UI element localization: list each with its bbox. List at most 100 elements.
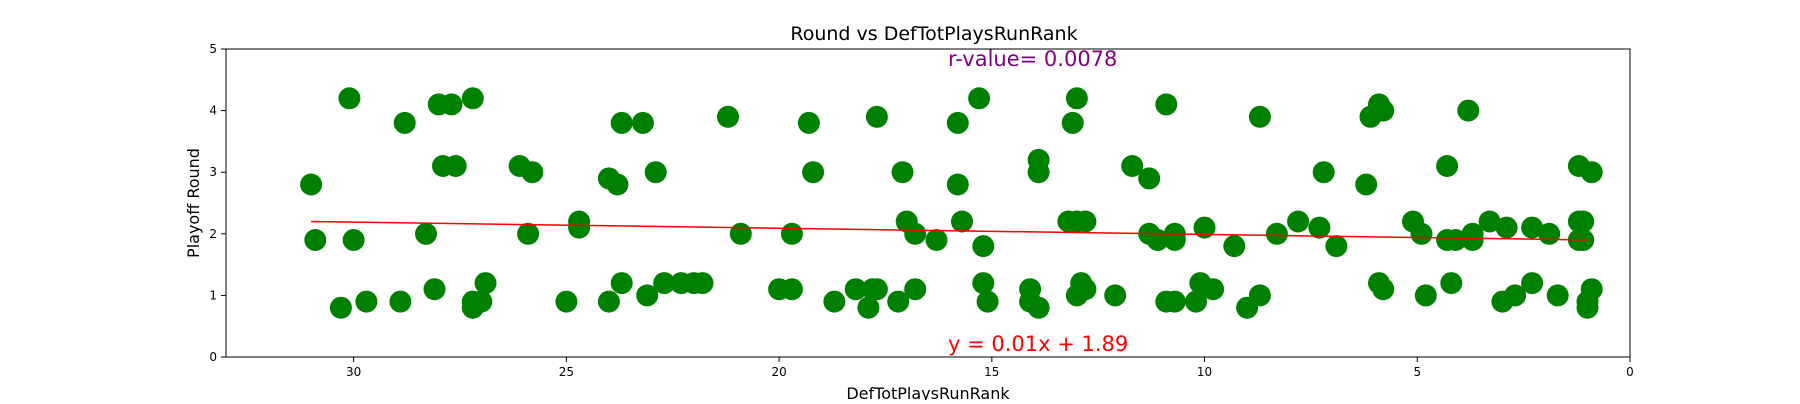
data-point-70 bbox=[1065, 87, 1088, 110]
x-axis-label: DefTotPlaysRunRank bbox=[846, 384, 1010, 400]
x-tick-label: 0 bbox=[1626, 365, 1634, 379]
data-point-127 bbox=[1572, 210, 1595, 233]
data-point-94 bbox=[1265, 222, 1288, 245]
data-point-50 bbox=[887, 290, 910, 313]
data-point-122 bbox=[1546, 284, 1569, 307]
data-point-38 bbox=[729, 222, 752, 245]
data-point-28 bbox=[610, 272, 633, 295]
data-point-130 bbox=[1580, 161, 1603, 184]
data-point-57 bbox=[946, 111, 969, 134]
data-point-60 bbox=[972, 272, 995, 295]
y-tick-label: 5 bbox=[209, 42, 217, 56]
y-tick-label: 4 bbox=[209, 104, 217, 118]
data-point-77 bbox=[1121, 155, 1144, 177]
data-point-43 bbox=[802, 161, 825, 184]
regression-line-layer bbox=[311, 220, 1588, 241]
y-tick-label: 0 bbox=[209, 350, 217, 364]
data-point-46 bbox=[857, 296, 880, 319]
data-point-3 bbox=[338, 87, 361, 110]
chart-title: Round vs DefTotPlaysRunRank bbox=[790, 23, 1077, 45]
data-point-27 bbox=[606, 173, 629, 196]
data-point-95 bbox=[1287, 210, 1310, 233]
data-point-48 bbox=[865, 278, 888, 301]
data-point-45 bbox=[844, 278, 867, 301]
data-point-54 bbox=[904, 278, 927, 301]
x-tick-label: 10 bbox=[1197, 365, 1212, 379]
data-point-120 bbox=[1521, 216, 1544, 239]
x-tick-label: 20 bbox=[771, 365, 786, 379]
data-point-53 bbox=[904, 222, 927, 245]
data-point-114 bbox=[1461, 229, 1484, 251]
data-point-42 bbox=[797, 111, 820, 134]
x-tick-label: 25 bbox=[559, 365, 574, 379]
data-point-93 bbox=[1248, 284, 1271, 307]
data-point-32 bbox=[644, 161, 667, 184]
data-point-41 bbox=[780, 278, 803, 301]
data-point-69 bbox=[1061, 111, 1084, 134]
data-point-49 bbox=[865, 105, 888, 128]
data-point-21 bbox=[521, 161, 544, 184]
data-point-17 bbox=[470, 290, 493, 313]
data-point-66 bbox=[1027, 161, 1050, 184]
data-point-118 bbox=[1504, 284, 1527, 307]
data-point-37 bbox=[717, 105, 739, 128]
regression-equation-annotation: y = 0.01x + 1.89 bbox=[948, 332, 1128, 356]
data-point-8 bbox=[415, 222, 437, 245]
data-point-30 bbox=[631, 111, 654, 134]
data-point-117 bbox=[1495, 216, 1518, 239]
data-point-44 bbox=[823, 290, 846, 313]
data-point-31 bbox=[636, 284, 659, 307]
data-point-104 bbox=[1372, 99, 1395, 122]
data-point-85 bbox=[1163, 290, 1186, 313]
data-point-90 bbox=[1223, 235, 1246, 258]
data-point-107 bbox=[1414, 284, 1437, 307]
data-point-129 bbox=[1576, 296, 1599, 319]
data-point-78 bbox=[1138, 167, 1161, 190]
data-point-74 bbox=[1074, 210, 1097, 233]
plot-area-frame bbox=[225, 48, 1631, 358]
data-point-106 bbox=[1410, 222, 1433, 245]
data-point-36 bbox=[691, 272, 714, 295]
data-point-33 bbox=[653, 272, 676, 295]
data-point-61 bbox=[972, 235, 995, 258]
data-point-13 bbox=[444, 155, 467, 177]
data-point-40 bbox=[780, 222, 803, 245]
y-tick-label: 2 bbox=[209, 227, 217, 241]
data-point-121 bbox=[1538, 222, 1561, 245]
data-point-9 bbox=[423, 278, 446, 301]
data-point-112 bbox=[1457, 99, 1480, 122]
data-point-111 bbox=[1444, 229, 1467, 251]
data-point-103 bbox=[1372, 278, 1395, 301]
data-point-97 bbox=[1312, 161, 1335, 184]
data-point-4 bbox=[342, 229, 365, 251]
data-point-119 bbox=[1521, 272, 1544, 295]
data-point-20 bbox=[517, 222, 540, 245]
data-point-22 bbox=[555, 290, 578, 313]
data-point-56 bbox=[946, 173, 969, 196]
data-point-1 bbox=[304, 229, 327, 251]
data-point-92 bbox=[1248, 105, 1271, 128]
data-point-51 bbox=[891, 161, 914, 184]
data-point-6 bbox=[389, 290, 412, 313]
data-point-76 bbox=[1104, 284, 1127, 307]
regression-line bbox=[311, 220, 1588, 241]
x-tick-label: 30 bbox=[346, 365, 361, 379]
y-tick-label: 3 bbox=[209, 165, 217, 179]
data-point-24 bbox=[568, 216, 591, 239]
x-tick-label: 15 bbox=[984, 365, 999, 379]
data-point-115 bbox=[1478, 210, 1501, 233]
data-point-5 bbox=[355, 290, 378, 313]
data-point-96 bbox=[1308, 216, 1331, 239]
data-point-55 bbox=[925, 229, 948, 251]
y-axis-label: Playoff Round bbox=[184, 148, 203, 258]
data-point-62 bbox=[976, 290, 999, 313]
r-value-annotation: r-value= 0.0078 bbox=[948, 47, 1117, 71]
data-point-98 bbox=[1325, 235, 1348, 258]
data-point-2 bbox=[329, 296, 352, 319]
data-point-58 bbox=[951, 210, 973, 233]
data-point-59 bbox=[968, 87, 991, 110]
data-point-75 bbox=[1074, 278, 1097, 301]
data-point-25 bbox=[597, 290, 620, 313]
